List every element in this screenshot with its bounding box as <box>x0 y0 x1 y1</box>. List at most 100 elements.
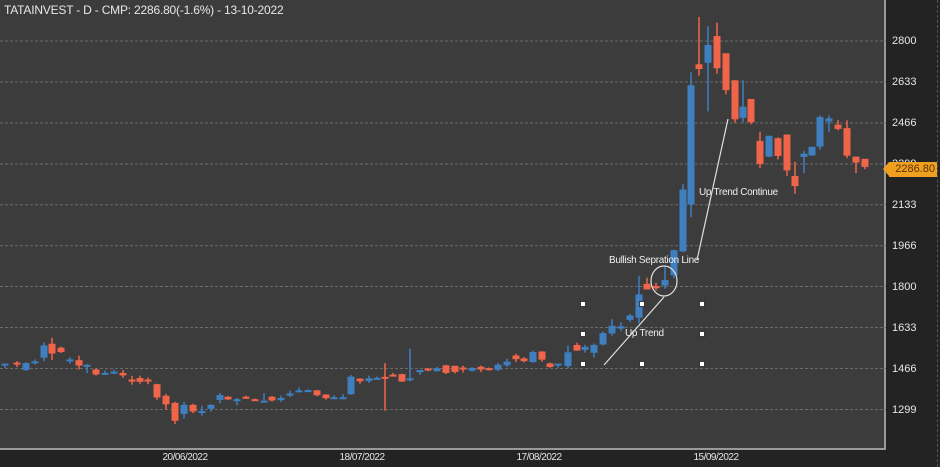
chart-plot-area[interactable]: TATAINVEST - D - CMP: 2286.80(-1.6%) - 1… <box>0 0 886 450</box>
bullish-candle <box>207 404 215 412</box>
bullish-candle <box>503 358 511 368</box>
bullish-candle <box>590 343 598 358</box>
bullish-candle <box>40 342 48 362</box>
bullish-candle <box>216 393 224 404</box>
bullish-candle <box>529 350 537 363</box>
selection-handle[interactable] <box>699 331 705 337</box>
bearish-candle <box>477 365 485 373</box>
candlestick-chart <box>0 16 886 424</box>
bearish-candle <box>48 337 56 361</box>
bullish-candle <box>31 359 39 365</box>
bearish-candle <box>774 137 782 160</box>
bullish-candle <box>233 397 241 406</box>
axis-edge-divider <box>937 0 938 467</box>
selection-handle[interactable] <box>580 331 586 337</box>
y-tick-label: 2133 <box>892 198 917 211</box>
bearish-candle <box>189 403 197 414</box>
bearish-candle <box>485 367 493 371</box>
bullish-candle <box>816 115 824 150</box>
selection-handle[interactable] <box>580 361 586 367</box>
x-tick-label: 18/07/2022 <box>339 452 385 463</box>
y-tick-label: 1299 <box>892 403 917 416</box>
bearish-candle <box>13 361 21 368</box>
bearish-candle <box>92 368 100 376</box>
bullish-candle <box>406 348 414 382</box>
bearish-candle <box>119 369 127 378</box>
bullish-candle <box>808 146 816 156</box>
bearish-candle <box>713 22 721 74</box>
bullish-candle <box>765 135 773 158</box>
bullish-candle <box>198 405 206 416</box>
bearish-candle <box>512 353 520 363</box>
trend-annotations[interactable] <box>580 118 729 367</box>
bullish-candle <box>554 363 562 368</box>
bullish-candle <box>599 331 607 346</box>
y-tick-label: 1800 <box>892 280 917 293</box>
y-tick-label: 2466 <box>892 117 917 129</box>
bullish-candle <box>739 80 747 123</box>
x-tick-label: 15/09/2022 <box>693 452 739 463</box>
bullish-candle <box>304 389 312 393</box>
bullish-candle <box>800 150 808 174</box>
bearish-candle <box>643 277 651 290</box>
bearish-candle <box>546 362 554 368</box>
bullish-candle <box>295 387 303 393</box>
annotation-up-trend-continue[interactable]: Up Trend Continue <box>699 187 778 198</box>
bearish-candle <box>695 16 703 76</box>
bearish-candle <box>128 375 136 385</box>
bullish-candle <box>635 275 643 324</box>
bullish-candle <box>373 376 381 380</box>
chart-title: TATAINVEST - D - CMP: 2286.80(-1.6%) - 1… <box>4 3 284 17</box>
bearish-candle <box>171 401 179 424</box>
annotation-up-trend[interactable]: Up Trend <box>625 328 664 339</box>
bullish-candle <box>608 319 616 336</box>
bearish-candle <box>451 365 459 374</box>
bearish-candle <box>442 364 450 375</box>
bullish-candle <box>101 370 109 375</box>
bearish-candle <box>834 120 842 131</box>
bearish-candle <box>398 373 406 383</box>
y-tick-label: 2800 <box>892 35 917 47</box>
bearish-candle <box>852 156 860 174</box>
bullish-candle <box>22 362 30 371</box>
bearish-candle <box>573 342 581 351</box>
bearish-candle <box>322 394 330 400</box>
bullish-candle <box>494 362 502 371</box>
bearish-candle <box>843 120 851 159</box>
bullish-candle <box>670 249 678 279</box>
bullish-candle <box>66 357 74 364</box>
x-tick-label: 20/06/2022 <box>162 452 208 463</box>
bullish-candle <box>347 374 355 395</box>
bullish-candle <box>416 369 424 375</box>
bearish-candle <box>356 378 364 384</box>
bearish-candle <box>57 346 65 354</box>
bearish-candle <box>424 368 432 372</box>
annotation-bullish-separation[interactable]: Bullish Sepration Line <box>609 255 700 266</box>
bearish-candle <box>861 158 869 170</box>
bearish-candle <box>520 357 528 363</box>
current-price-tag: 2286.80 <box>883 162 937 177</box>
bearish-candle <box>224 396 232 400</box>
selection-handle[interactable] <box>699 301 705 307</box>
bullish-candle <box>564 345 572 369</box>
price-axis[interactable]: 2800263324662299213319661800163314661299 <box>886 0 940 467</box>
bearish-candle <box>136 375 144 384</box>
bullish-candle <box>110 369 118 375</box>
x-tick-label: 17/08/2022 <box>516 452 562 463</box>
y-tick-label: 2633 <box>892 76 917 88</box>
bearish-candle <box>459 365 467 373</box>
bearish-candle <box>783 134 791 177</box>
selection-handle[interactable] <box>639 301 645 307</box>
selection-handle[interactable] <box>580 301 586 307</box>
selection-handle[interactable] <box>699 361 705 367</box>
bullish-candle <box>661 266 669 289</box>
selection-handle[interactable] <box>639 361 645 367</box>
bullish-candle <box>260 393 268 403</box>
bullish-candle <box>581 344 589 353</box>
bearish-candle <box>144 377 152 385</box>
bearish-candle <box>652 282 660 291</box>
bearish-candle <box>722 53 730 95</box>
bearish-candle <box>162 394 170 410</box>
bearish-candle <box>251 398 259 402</box>
bearish-candle <box>153 383 161 400</box>
